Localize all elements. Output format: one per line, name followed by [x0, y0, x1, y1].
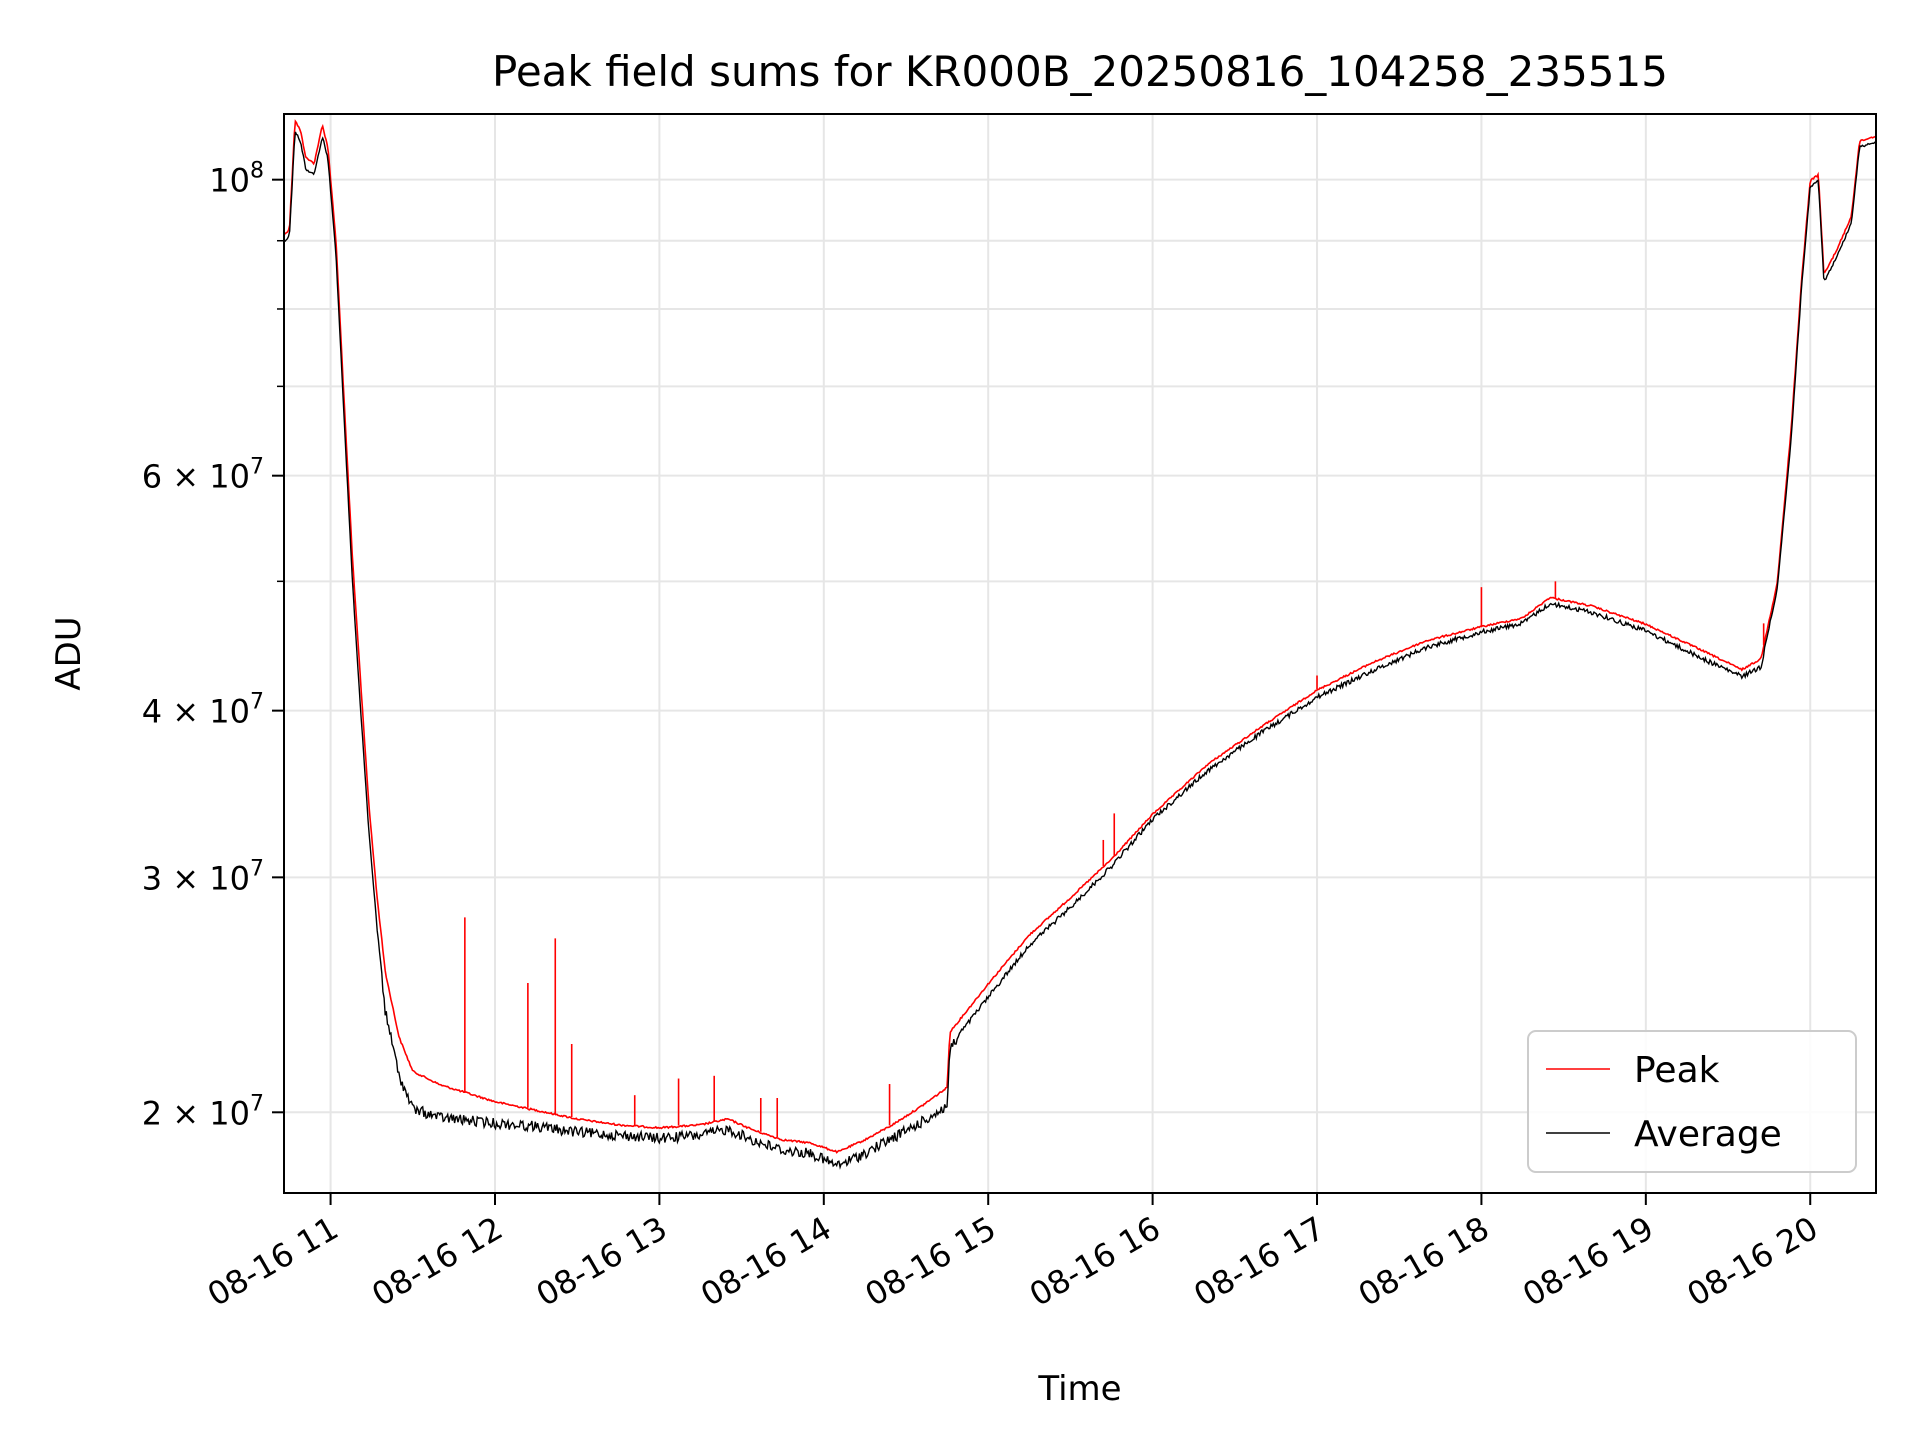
axes-frame: [283, 113, 1877, 1194]
legend-label-average: Average: [1634, 1114, 1782, 1155]
series-line-peak: [284, 119, 1876, 1154]
y-tick-label: 2 × 107: [142, 1091, 264, 1132]
y-tick-label: 108: [209, 159, 264, 200]
y-axis: 2 × 107 3 × 107 4 × 107 6 × 107 108: [142, 159, 284, 1132]
y-tick-label: 4 × 107: [142, 690, 264, 731]
legend-label-peak: Peak: [1634, 1050, 1720, 1091]
legend: Peak Average: [1527, 1030, 1857, 1173]
y-tick-label: 3 × 107: [142, 856, 264, 897]
y-tick-label: 6 × 107: [142, 455, 264, 496]
y-axis-title: ADU: [49, 616, 89, 690]
chart-title: Peak field sums for KR000B_20250816_1042…: [492, 47, 1668, 96]
series-line-average: [284, 131, 1876, 1170]
legend-box: [1527, 1030, 1857, 1173]
x-axis-title: Time: [1037, 1369, 1121, 1409]
plot-area: [284, 119, 1876, 1170]
